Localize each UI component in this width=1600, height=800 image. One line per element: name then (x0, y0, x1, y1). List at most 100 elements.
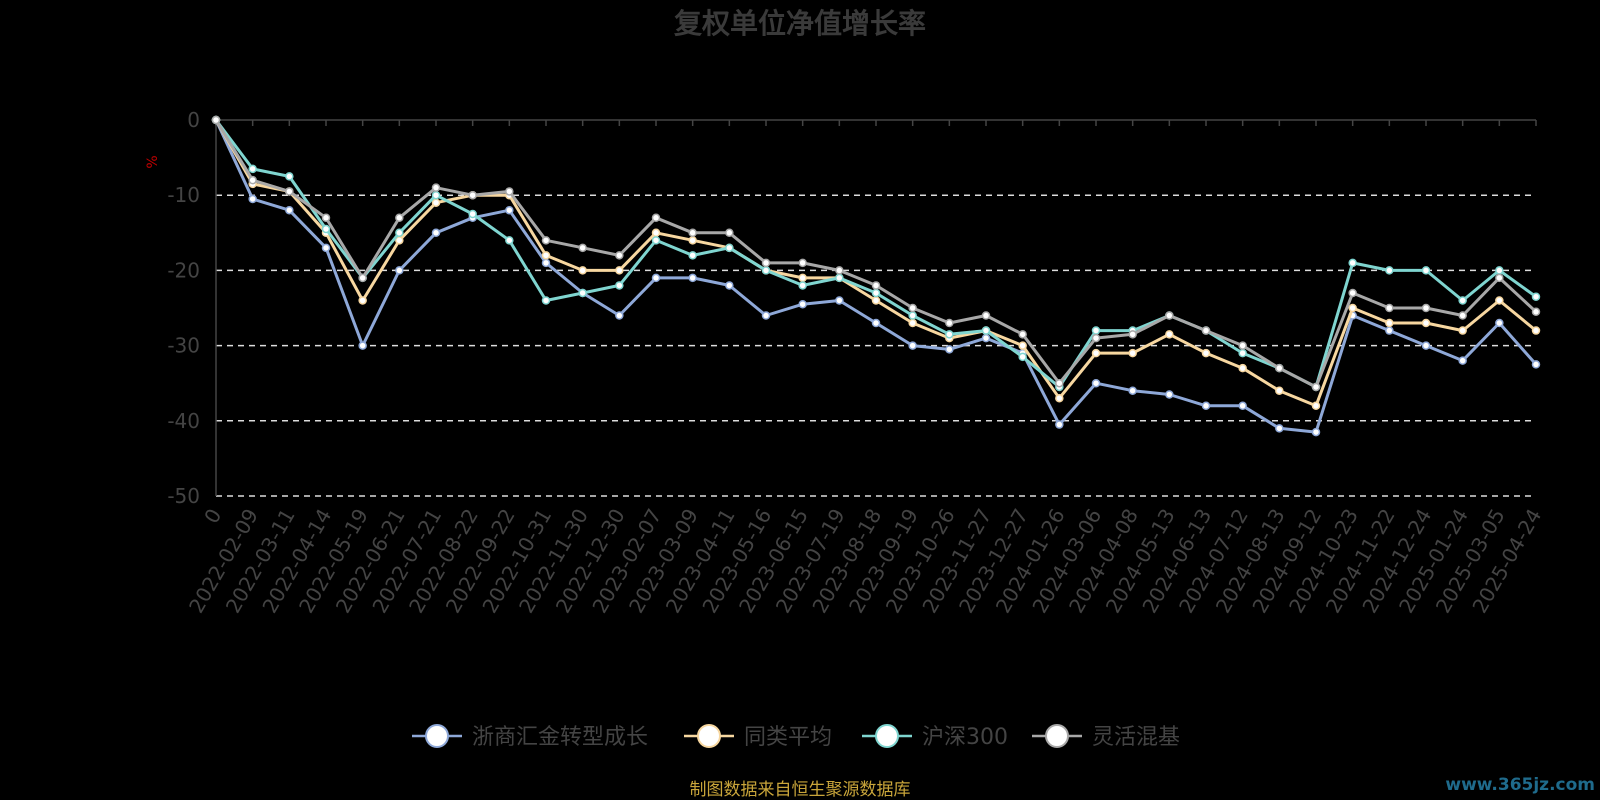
data-point (798, 273, 807, 283)
data-point (1311, 401, 1321, 411)
data-point (505, 236, 514, 245)
data-point (1531, 307, 1541, 317)
data-point (651, 273, 661, 283)
data-point (651, 213, 661, 223)
data-point (1495, 318, 1504, 328)
legend-item-4[interactable]: 灵活混基 (1032, 724, 1180, 750)
data-point (1495, 266, 1504, 275)
y-tick-label: -10 (167, 183, 200, 207)
data-point (1311, 427, 1321, 437)
grid-lines (216, 194, 1536, 497)
data-point (1055, 378, 1064, 388)
data-point (505, 187, 514, 196)
data-point (1091, 326, 1101, 335)
data-point (1091, 348, 1101, 358)
y-tick-label: -30 (167, 334, 200, 358)
data-source-note: 制图数据来自恒生聚源数据库 (690, 780, 911, 800)
data-point (248, 194, 257, 204)
data-point (725, 228, 734, 238)
y-axis-label: % (145, 155, 161, 168)
data-point (945, 330, 954, 339)
data-point (395, 213, 404, 223)
axes (215, 119, 1537, 496)
data-point (761, 266, 771, 275)
data-point (1201, 348, 1211, 358)
data-point (835, 266, 844, 275)
data-point (908, 341, 917, 350)
data-point (1421, 266, 1431, 275)
legend-item-2[interactable]: 同类平均 (684, 724, 832, 750)
data-point (908, 303, 917, 313)
data-point (1238, 401, 1247, 411)
data-point (578, 288, 587, 298)
data-point (541, 296, 551, 305)
y-tick-label: -20 (167, 258, 200, 282)
data-point (1385, 303, 1394, 313)
data-point (1495, 296, 1504, 305)
data-point (835, 273, 844, 283)
data-point (1275, 424, 1284, 433)
legend-label: 浙商汇金转型成长 (472, 725, 648, 750)
data-point (651, 228, 661, 238)
data-point (1421, 318, 1431, 328)
data-point (248, 175, 257, 185)
data-point (798, 258, 807, 268)
data-point (578, 266, 587, 275)
data-point (395, 266, 404, 275)
data-point (871, 281, 881, 290)
data-point (431, 198, 441, 207)
data-point (688, 251, 697, 260)
data-point (1458, 326, 1467, 335)
series-4 (211, 115, 1541, 392)
legend-label: 沪深300 (922, 725, 1008, 750)
data-point (615, 251, 624, 260)
data-point (1128, 386, 1137, 395)
data-point (1531, 360, 1541, 369)
data-point (981, 326, 991, 335)
data-point (615, 266, 624, 275)
legend[interactable]: 浙商汇金转型成长 同类平均 沪深300 灵活混基 (412, 724, 1180, 750)
data-point (285, 205, 294, 215)
data-point (1128, 330, 1137, 339)
data-point (285, 172, 294, 181)
data-point (1531, 326, 1541, 335)
watermark: www.365jz.com (1445, 775, 1595, 795)
data-point (1238, 348, 1247, 358)
data-point (651, 236, 661, 245)
data-point (541, 258, 551, 268)
data-point (468, 190, 477, 200)
data-point (1348, 303, 1357, 313)
data-point (1238, 363, 1247, 373)
data-point (798, 281, 807, 290)
series-1 (211, 115, 1541, 437)
data-point (431, 228, 441, 238)
data-point (1385, 266, 1394, 275)
data-point (1458, 356, 1467, 365)
data-point (615, 311, 624, 320)
data-point (1275, 386, 1284, 395)
legend-item-3[interactable]: 沪深300 (862, 724, 1008, 750)
data-point (1495, 273, 1504, 283)
legend-label: 同类平均 (744, 725, 832, 750)
data-point (871, 296, 881, 305)
series-lines (211, 115, 1541, 437)
data-point (321, 243, 331, 253)
legend-item-1[interactable]: 浙商汇金转型成长 (412, 724, 648, 750)
data-point (541, 236, 551, 245)
data-point (1018, 330, 1027, 339)
data-point (1018, 341, 1027, 350)
data-point (761, 311, 771, 320)
legend-label: 灵活混基 (1092, 725, 1180, 750)
data-point (1165, 330, 1174, 339)
data-point (688, 236, 697, 245)
data-point (1091, 333, 1101, 343)
data-point (1348, 288, 1357, 298)
data-point (358, 273, 367, 283)
data-point (981, 333, 991, 343)
data-point (1055, 420, 1064, 429)
data-point (1238, 341, 1247, 350)
data-point (688, 273, 697, 283)
data-point (211, 115, 221, 125)
data-point (908, 311, 917, 320)
